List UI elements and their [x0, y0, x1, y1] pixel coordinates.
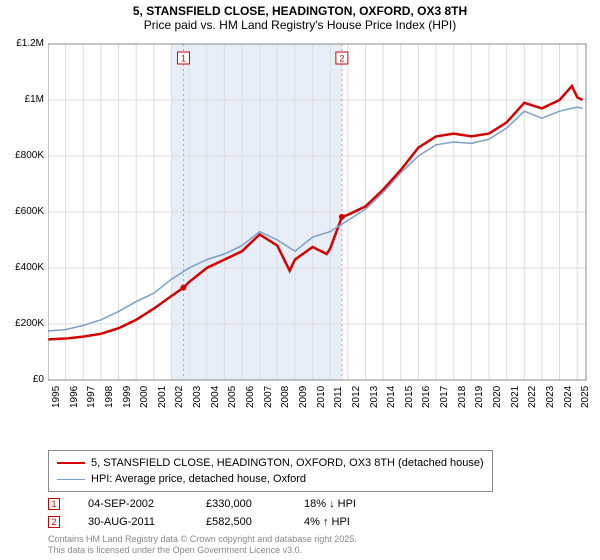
sale-price: £330,000 — [206, 498, 276, 510]
x-tick-label: 1995 — [51, 386, 62, 408]
title-subtitle: Price paid vs. HM Land Registry's House … — [0, 18, 600, 32]
sale-date: 30-AUG-2011 — [88, 516, 178, 528]
legend: 5, STANSFIELD CLOSE, HEADINGTON, OXFORD,… — [48, 450, 493, 492]
x-tick-label: 2012 — [351, 386, 362, 408]
y-tick-label: £200K — [4, 318, 44, 329]
x-tick-label: 2025 — [580, 386, 591, 408]
x-tick-label: 2004 — [210, 386, 221, 408]
legend-label: HPI: Average price, detached house, Oxfo… — [91, 473, 306, 485]
y-tick-label: £1.2M — [4, 38, 44, 49]
chart-container: 5, STANSFIELD CLOSE, HEADINGTON, OXFORD,… — [0, 0, 600, 560]
title-block: 5, STANSFIELD CLOSE, HEADINGTON, OXFORD,… — [0, 0, 600, 32]
svg-text:2: 2 — [339, 54, 344, 64]
sale-row: 2 30-AUG-2011 £582,500 4% ↑ HPI — [48, 513, 384, 531]
sale-delta: 4% ↑ HPI — [304, 516, 384, 528]
y-tick-label: £600K — [4, 206, 44, 217]
x-tick-label: 2001 — [157, 386, 168, 408]
sale-delta: 18% ↓ HPI — [304, 498, 384, 510]
x-tick-label: 1999 — [122, 386, 133, 408]
sales-table: 1 04-SEP-2002 £330,000 18% ↓ HPI 2 30-AU… — [48, 495, 384, 531]
legend-item: 5, STANSFIELD CLOSE, HEADINGTON, OXFORD,… — [57, 455, 484, 471]
y-tick-label: £0 — [4, 374, 44, 385]
x-tick-label: 2020 — [492, 386, 503, 408]
legend-swatch — [57, 479, 85, 480]
x-tick-label: 2013 — [369, 386, 380, 408]
legend-label: 5, STANSFIELD CLOSE, HEADINGTON, OXFORD,… — [91, 457, 484, 469]
legend-item: HPI: Average price, detached house, Oxfo… — [57, 471, 484, 487]
x-tick-label: 2007 — [263, 386, 274, 408]
sale-date: 04-SEP-2002 — [88, 498, 178, 510]
y-tick-label: £400K — [4, 262, 44, 273]
svg-text:1: 1 — [181, 54, 186, 64]
sale-marker-icon: 1 — [48, 498, 60, 510]
x-tick-label: 1996 — [69, 386, 80, 408]
x-tick-label: 2022 — [527, 386, 538, 408]
attribution: Contains HM Land Registry data © Crown c… — [48, 534, 357, 556]
x-tick-label: 2017 — [439, 386, 450, 408]
x-tick-label: 2010 — [316, 386, 327, 408]
sale-row: 1 04-SEP-2002 £330,000 18% ↓ HPI — [48, 495, 384, 513]
legend-swatch — [57, 462, 85, 464]
x-tick-label: 2016 — [421, 386, 432, 408]
y-tick-label: £800K — [4, 150, 44, 161]
x-tick-label: 2019 — [474, 386, 485, 408]
x-tick-label: 2009 — [298, 386, 309, 408]
x-tick-label: 1997 — [86, 386, 97, 408]
x-tick-label: 2024 — [563, 386, 574, 408]
x-tick-label: 2018 — [457, 386, 468, 408]
x-tick-label: 2002 — [174, 386, 185, 408]
x-tick-label: 2008 — [280, 386, 291, 408]
x-tick-label: 2005 — [227, 386, 238, 408]
y-tick-label: £1M — [4, 94, 44, 105]
price-chart: 12 — [48, 40, 588, 410]
x-tick-label: 2023 — [545, 386, 556, 408]
title-address: 5, STANSFIELD CLOSE, HEADINGTON, OXFORD,… — [0, 4, 600, 18]
attribution-line: Contains HM Land Registry data © Crown c… — [48, 534, 357, 545]
sale-marker-icon: 2 — [48, 516, 60, 528]
sale-price: £582,500 — [206, 516, 276, 528]
x-tick-label: 2006 — [245, 386, 256, 408]
x-tick-label: 2011 — [333, 386, 344, 408]
x-tick-label: 1998 — [104, 386, 115, 408]
attribution-line: This data is licensed under the Open Gov… — [48, 545, 357, 556]
x-tick-label: 2014 — [386, 386, 397, 408]
x-tick-label: 2021 — [510, 386, 521, 408]
x-tick-label: 2000 — [139, 386, 150, 408]
x-tick-label: 2015 — [404, 386, 415, 408]
x-tick-label: 2003 — [192, 386, 203, 408]
